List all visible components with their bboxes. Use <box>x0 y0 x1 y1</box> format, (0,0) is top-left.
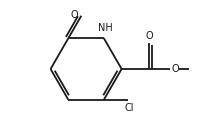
Text: NH: NH <box>98 23 113 33</box>
Text: Cl: Cl <box>124 103 134 113</box>
Text: O: O <box>70 10 78 20</box>
Text: O: O <box>171 64 179 74</box>
Text: O: O <box>145 31 153 41</box>
